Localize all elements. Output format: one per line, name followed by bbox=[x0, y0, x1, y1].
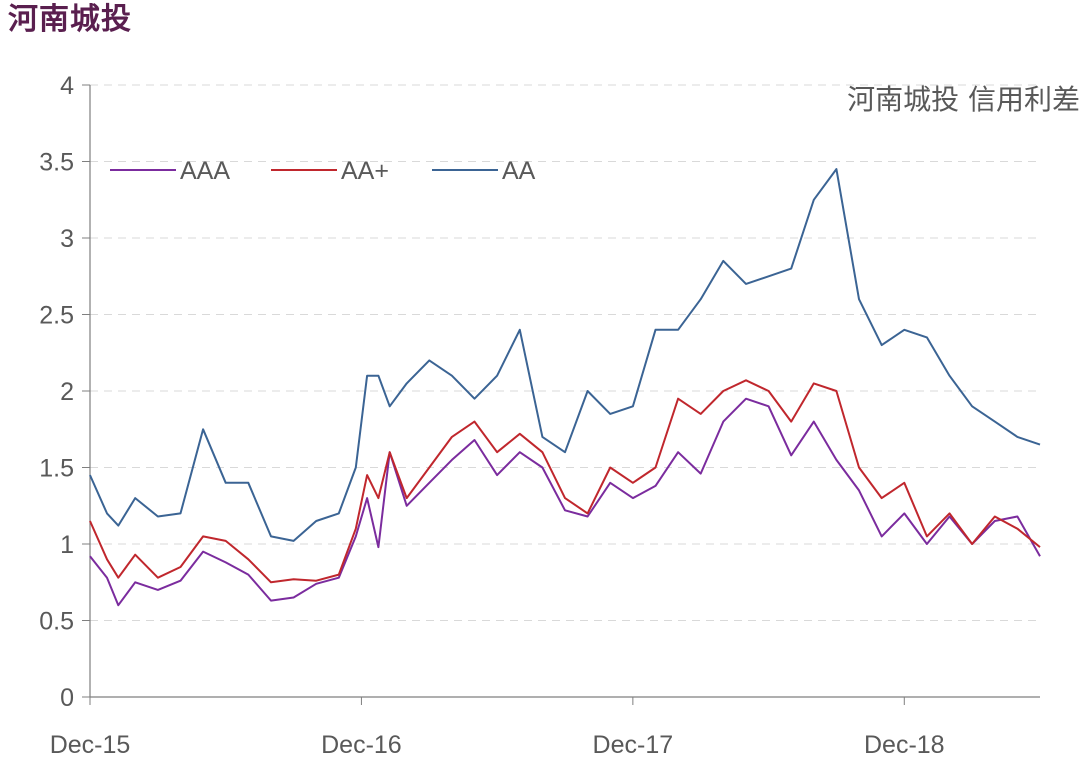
series-line-aaa bbox=[89, 397, 1041, 607]
series-lines bbox=[89, 168, 1041, 607]
y-axis-ticks: 0 0.5 1 1.5 2 2.5 3 3.5 4 bbox=[39, 72, 90, 712]
page-title: 河南城投 bbox=[8, 2, 132, 37]
legend-label: AAA bbox=[180, 157, 230, 185]
y-tick-label: 3.5 bbox=[39, 149, 74, 177]
x-tick-label: Dec-18 bbox=[864, 731, 945, 759]
legend-item-aaa: AAA bbox=[110, 157, 230, 185]
y-tick-label: 3 bbox=[60, 225, 74, 253]
x-tick-label: Dec-16 bbox=[321, 731, 402, 759]
series-line-aa bbox=[89, 168, 1041, 542]
x-tick-label: Dec-15 bbox=[50, 731, 131, 759]
legend-label: AA+ bbox=[341, 157, 389, 185]
y-tick-label: 2.5 bbox=[39, 302, 74, 330]
x-axis-ticks: Dec-15 Dec-16 Dec-17 Dec-18 bbox=[50, 697, 945, 759]
y-tick-label: 4 bbox=[60, 72, 74, 100]
y-tick-label: 0 bbox=[60, 684, 74, 712]
x-tick-label: Dec-17 bbox=[593, 731, 674, 759]
y-tick-label: 0.5 bbox=[39, 608, 74, 636]
legend-item-aa: AA bbox=[432, 157, 536, 185]
y-tick-label: 1.5 bbox=[39, 455, 74, 483]
gridlines bbox=[90, 84, 1040, 621]
legend-item-aa-plus: AA+ bbox=[271, 157, 389, 185]
y-tick-label: 1 bbox=[60, 531, 74, 559]
series-line-aa-plus bbox=[89, 379, 1041, 584]
chart-title: 河南城投 信用利差 bbox=[847, 83, 1080, 116]
legend-label: AA bbox=[502, 157, 536, 185]
y-tick-label: 2 bbox=[60, 378, 74, 406]
legend: AAA AA+ AA bbox=[110, 157, 536, 185]
